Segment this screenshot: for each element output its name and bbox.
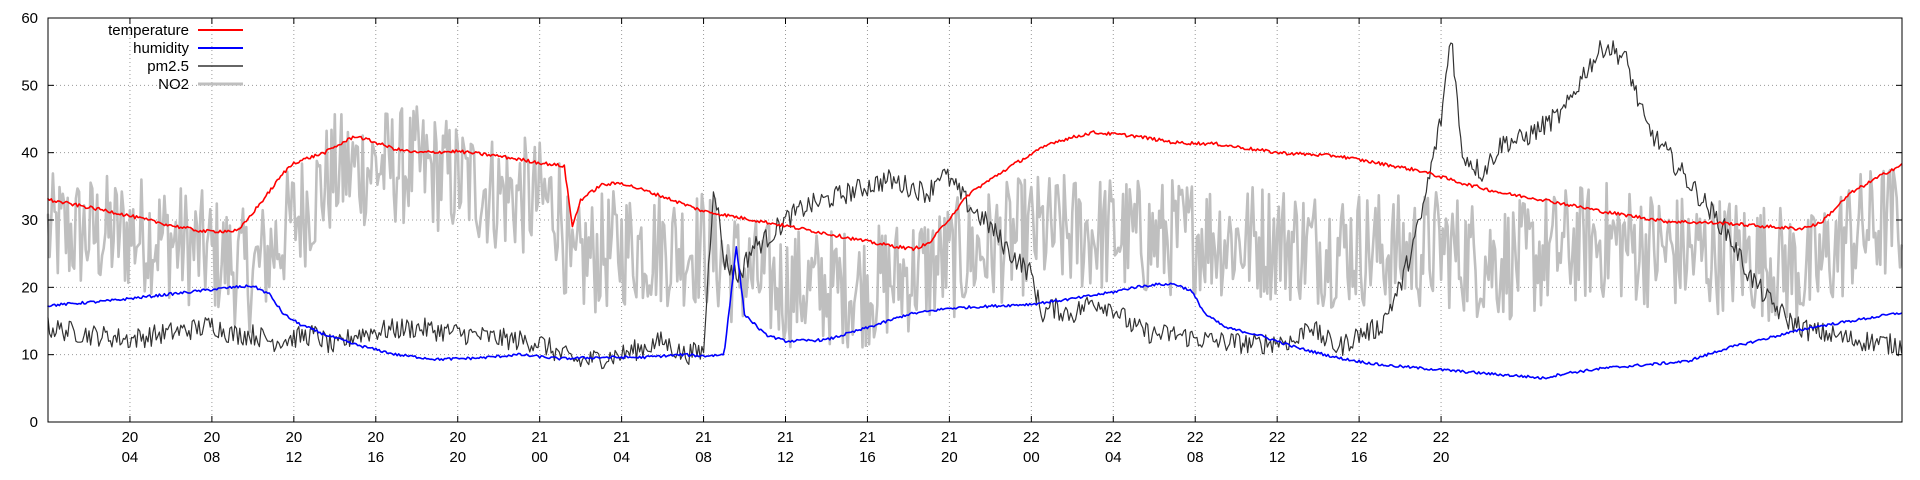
legend-label: temperature bbox=[108, 22, 189, 39]
axis-ticks bbox=[48, 17, 1902, 423]
x-tick-day-label: 22 bbox=[1023, 429, 1040, 446]
x-tick-hour-label: 20 bbox=[449, 449, 466, 466]
x-tick-day-label: 21 bbox=[531, 429, 548, 446]
y-tick-label: 30 bbox=[21, 212, 38, 229]
x-tick-hour-label: 16 bbox=[859, 449, 876, 466]
x-tick-day-label: 20 bbox=[367, 429, 384, 446]
x-tick-hour-label: 16 bbox=[1351, 449, 1368, 466]
x-tick-day-label: 21 bbox=[777, 429, 794, 446]
x-tick-day-label: 22 bbox=[1433, 429, 1450, 446]
x-tick-hour-label: 20 bbox=[1433, 449, 1450, 466]
series-line-no2 bbox=[46, 105, 1903, 349]
x-tick-day-label: 20 bbox=[285, 429, 302, 446]
x-tick-day-label: 22 bbox=[1269, 429, 1286, 446]
x-tick-day-label: 20 bbox=[449, 429, 466, 446]
x-tick-day-label: 20 bbox=[204, 429, 221, 446]
legend-label: pm2.5 bbox=[147, 58, 189, 75]
series-lines bbox=[46, 40, 1903, 380]
x-tick-hour-label: 08 bbox=[204, 449, 221, 466]
x-tick-day-label: 20 bbox=[122, 429, 139, 446]
x-tick-hour-label: 04 bbox=[122, 449, 139, 466]
x-tick-hour-label: 20 bbox=[941, 449, 958, 466]
x-tick-day-label: 21 bbox=[941, 429, 958, 446]
series-line-humidity bbox=[47, 246, 1903, 380]
x-tick-day-label: 22 bbox=[1105, 429, 1122, 446]
series-line-pm2-5 bbox=[47, 40, 1903, 370]
y-tick-label: 20 bbox=[21, 279, 38, 296]
y-tick-label: 0 bbox=[30, 414, 38, 431]
x-tick-day-label: 21 bbox=[695, 429, 712, 446]
x-tick-day-label: 22 bbox=[1351, 429, 1368, 446]
x-tick-day-label: 21 bbox=[859, 429, 876, 446]
x-tick-hour-label: 12 bbox=[1269, 449, 1286, 466]
x-tick-hour-label: 04 bbox=[613, 449, 630, 466]
x-tick-hour-label: 00 bbox=[1023, 449, 1040, 466]
y-tick-label: 50 bbox=[21, 77, 38, 94]
y-tick-label: 40 bbox=[21, 145, 38, 162]
x-tick-hour-label: 00 bbox=[531, 449, 548, 466]
y-axis-labels: 0 10 20 30 40 50 60 bbox=[21, 10, 38, 431]
x-tick-day-label: 22 bbox=[1187, 429, 1204, 446]
x-tick-hour-label: 04 bbox=[1105, 449, 1122, 466]
x-tick-hour-label: 08 bbox=[695, 449, 712, 466]
x-tick-hour-label: 12 bbox=[777, 449, 794, 466]
series-line-temperature bbox=[47, 130, 1903, 252]
x-axis-labels: 20 04 20 08 20 12 20 16 20 20 21 00 21 04 21 08 21 12 21 16… bbox=[122, 429, 1450, 466]
x-tick-hour-label: 16 bbox=[367, 449, 384, 466]
y-tick-label: 10 bbox=[21, 347, 38, 364]
x-tick-hour-label: 08 bbox=[1187, 449, 1204, 466]
x-tick-day-label: 21 bbox=[613, 429, 630, 446]
x-tick-hour-label: 12 bbox=[285, 449, 302, 466]
legend-label: NO2 bbox=[158, 76, 189, 93]
y-tick-label: 60 bbox=[21, 10, 38, 27]
legend-label: humidity bbox=[133, 40, 189, 57]
